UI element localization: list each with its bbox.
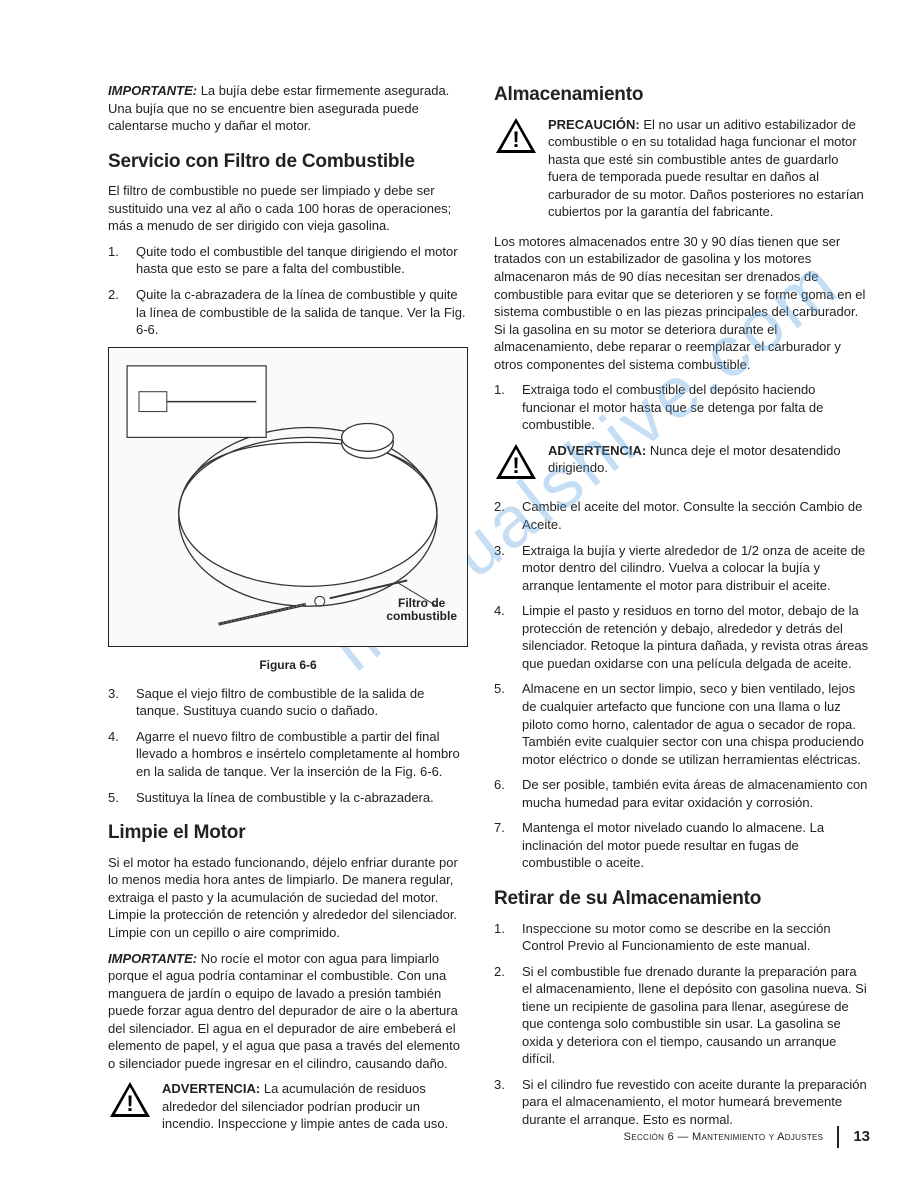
warning-triangle-icon: ! xyxy=(108,1080,152,1125)
svg-text:!: ! xyxy=(126,1091,133,1116)
importante-text: No rocíe el motor con agua para limpiarl… xyxy=(108,951,460,1071)
warning-label: ADVERTENCIA: xyxy=(548,443,646,458)
page-footer: Sección 6 — Mantenimiento y Adjustes 13 xyxy=(624,1126,870,1148)
step-text: Cambie el aceite del motor. Consulte la … xyxy=(522,498,870,533)
list-item: 2.Quite la c-abrazadera de la línea de c… xyxy=(108,286,468,339)
list-item: 3.Si el cilindro fue revestido con aceit… xyxy=(494,1076,870,1129)
figure-6-6: Filtro de combustible xyxy=(108,347,468,647)
list-item: 4.Agarre el nuevo filtro de combustible … xyxy=(108,728,468,781)
step-number: 1. xyxy=(494,920,522,955)
step-text: Si el combustible fue drenado durante la… xyxy=(522,963,870,1068)
step-number: 2. xyxy=(108,286,136,339)
list-item: 3.Saque el viejo filtro de combustible d… xyxy=(108,685,468,720)
servicio-intro: El filtro de combustible no puede ser li… xyxy=(108,182,468,235)
step-number: 5. xyxy=(108,789,136,807)
step-text: Inspeccione su motor como se describe en… xyxy=(522,920,870,955)
two-column-layout: IMPORTANTE: La bujía debe estar firmemen… xyxy=(108,82,870,1145)
step-text: De ser posible, también evita áreas de a… xyxy=(522,776,870,811)
step-text: Saque el viejo filtro de combustible de … xyxy=(136,685,468,720)
retirar-steps: 1.Inspeccione su motor como se describe … xyxy=(494,920,870,1129)
step-number: 3. xyxy=(494,1076,522,1129)
step-text: Extraiga todo el combustible del depósit… xyxy=(522,381,870,434)
step-number: 4. xyxy=(494,602,522,672)
figure-caption: Figura 6-6 xyxy=(108,657,468,673)
step-number: 5. xyxy=(494,680,522,768)
step-text: Quite la c-abrazadera de la línea de com… xyxy=(136,286,468,339)
figure-label-line1: Filtro de xyxy=(398,596,445,610)
importante-label: IMPORTANTE: xyxy=(108,83,197,98)
page-number: 13 xyxy=(853,1127,870,1147)
list-item: 2.Si el combustible fue drenado durante … xyxy=(494,963,870,1068)
list-item: 2.Cambie el aceite del motor. Consulte l… xyxy=(494,498,870,533)
warning-triangle-icon: ! xyxy=(494,442,538,487)
almacen-step-1: 1.Extraiga todo el combustible del depós… xyxy=(494,381,870,434)
list-item: 1.Quite todo el combustible del tanque d… xyxy=(108,243,468,278)
servicio-steps-after-figure: 3.Saque el viejo filtro de combustible d… xyxy=(108,685,468,806)
step-text: Almacene en un sector limpio, seco y bie… xyxy=(522,680,870,768)
svg-text:!: ! xyxy=(512,453,519,478)
importante-no-water: IMPORTANTE: No rocíe el motor con agua p… xyxy=(108,950,468,1073)
step-number: 1. xyxy=(108,243,136,278)
list-item: 3.Extraiga la bujía y vierte alrededor d… xyxy=(494,542,870,595)
footer-section-label: Sección 6 — Mantenimiento y Adjustes xyxy=(624,1130,824,1145)
warning-triangle-icon: ! xyxy=(494,116,538,161)
warning-text: ADVERTENCIA: Nunca deje el motor desaten… xyxy=(548,442,870,477)
list-item: 5.Sustituya la línea de combustible y la… xyxy=(108,789,468,807)
figure-label-line2: combustible xyxy=(386,609,457,623)
step-text: Agarre el nuevo filtro de combustible a … xyxy=(136,728,468,781)
step-number: 1. xyxy=(494,381,522,434)
figure-label: Filtro de combustible xyxy=(386,597,457,623)
footer-divider xyxy=(837,1126,839,1148)
right-column: Almacenamiento ! PRECAUCIÓN: El no usar … xyxy=(494,82,870,1145)
step-number: 2. xyxy=(494,498,522,533)
step-text: Si el cilindro fue revestido con aceite … xyxy=(522,1076,870,1129)
warning-text: ADVERTENCIA: La acumulación de residuos … xyxy=(162,1080,468,1133)
warning-label: ADVERTENCIA: xyxy=(162,1081,260,1096)
almacen-steps-2-7: 2.Cambie el aceite del motor. Consulte l… xyxy=(494,498,870,871)
step-number: 3. xyxy=(494,542,522,595)
precaution-body: El no usar un aditivo estabilizador de c… xyxy=(548,117,864,220)
precaution-text: PRECAUCIÓN: El no usar un aditivo estabi… xyxy=(548,116,870,221)
list-item: 6.De ser posible, también evita áreas de… xyxy=(494,776,870,811)
step-text: Mantenga el motor nivelado cuando lo alm… xyxy=(522,819,870,872)
warning-residuos: ! ADVERTENCIA: La acumulación de residuo… xyxy=(108,1080,468,1133)
warning-unattended: ! ADVERTENCIA: Nunca deje el motor desat… xyxy=(494,442,870,487)
list-item: 7.Mantenga el motor nivelado cuando lo a… xyxy=(494,819,870,872)
heading-retirar: Retirar de su Almacenamiento xyxy=(494,886,870,912)
step-text: Quite todo el combustible del tanque dir… xyxy=(136,243,468,278)
step-number: 4. xyxy=(108,728,136,781)
step-text: Limpie el pasto y residuos en torno del … xyxy=(522,602,870,672)
left-column: IMPORTANTE: La bujía debe estar firmemen… xyxy=(108,82,468,1145)
step-text: Extraiga la bujía y vierte alrededor de … xyxy=(522,542,870,595)
list-item: 5.Almacene en un sector limpio, seco y b… xyxy=(494,680,870,768)
list-item: 1.Extraiga todo el combustible del depós… xyxy=(494,381,870,434)
step-text: Sustituya la línea de combustible y la c… xyxy=(136,789,468,807)
step-number: 6. xyxy=(494,776,522,811)
step-number: 7. xyxy=(494,819,522,872)
heading-almacenamiento: Almacenamiento xyxy=(494,82,870,108)
step-number: 3. xyxy=(108,685,136,720)
importante-spark-plug: IMPORTANTE: La bujía debe estar firmemen… xyxy=(108,82,468,135)
heading-limpie-motor: Limpie el Motor xyxy=(108,820,468,846)
list-item: 1.Inspeccione su motor como se describe … xyxy=(494,920,870,955)
list-item: 4.Limpie el pasto y residuos en torno de… xyxy=(494,602,870,672)
limpie-paragraph: Si el motor ha estado funcionando, déjel… xyxy=(108,854,468,942)
svg-text:!: ! xyxy=(512,127,519,152)
servicio-steps-before-figure: 1.Quite todo el combustible del tanque d… xyxy=(108,243,468,339)
almacen-intro: Los motores almacenados entre 30 y 90 dí… xyxy=(494,233,870,373)
step-number: 2. xyxy=(494,963,522,1068)
precaution-block: ! PRECAUCIÓN: El no usar un aditivo esta… xyxy=(494,116,870,221)
importante-label: IMPORTANTE: xyxy=(108,951,197,966)
heading-servicio-filtro: Servicio con Filtro de Combustible xyxy=(108,149,468,175)
precaution-label: PRECAUCIÓN: xyxy=(548,117,640,132)
